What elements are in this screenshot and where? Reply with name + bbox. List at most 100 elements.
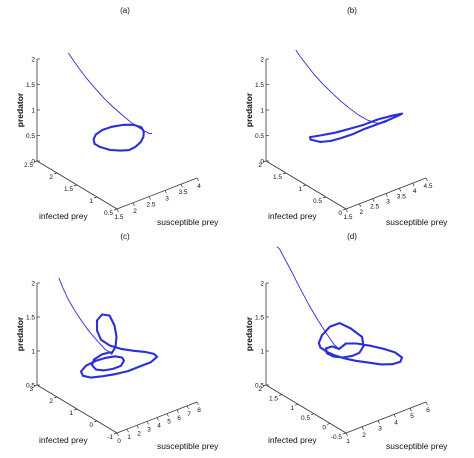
y-tick-label: 0.5 [313, 198, 322, 205]
z-tick-label: 1.5 [255, 315, 264, 322]
x-tick-label: 2 [133, 208, 137, 215]
y-tick-label: 0 [89, 422, 93, 429]
y-tick-mark [113, 432, 118, 435]
z-tick-label: 1.5 [255, 82, 264, 89]
x-tick-label: 4 [394, 419, 398, 426]
axes [36, 59, 198, 210]
x-tick-label: 2 [137, 430, 141, 437]
y-tick-mark [310, 413, 315, 416]
x-tick-label: 2.5 [370, 204, 379, 211]
x-tick-mark [399, 188, 402, 192]
transient-trajectory-line [295, 49, 392, 124]
y-tick-mark [113, 208, 118, 211]
y-tick-mark [342, 208, 347, 211]
x-tick-mark [166, 413, 169, 417]
x-tick-label: 4 [197, 183, 201, 190]
y-tick-label: -0.5 [331, 434, 343, 441]
x-tick-label: 2.5 [146, 202, 155, 209]
plot-area: 1.522.533.544.500.511.5200.511.52suscept… [244, 49, 448, 227]
y-tick-label: 2 [49, 398, 53, 405]
y-tick-label: 1 [290, 405, 294, 412]
x-tick-label: 4 [157, 423, 161, 430]
y-tick-mark [262, 384, 267, 387]
x-tick-mark [136, 425, 139, 429]
x-tick-label: 5 [167, 419, 171, 426]
z-tick-label: 2 [260, 57, 264, 64]
x-tick-mark [345, 432, 348, 437]
y-tick-mark [282, 172, 287, 175]
z-tick-label: 0.5 [26, 133, 35, 140]
x-tick-label: 2 [360, 209, 364, 216]
x-axis-label: susceptible prey [386, 217, 448, 227]
y-tick-mark [262, 160, 267, 163]
attractor-trajectory-line [92, 123, 145, 152]
x-tick-mark [372, 198, 375, 202]
y-tick-label: 3 [29, 386, 33, 393]
x-tick-label: 5 [410, 413, 414, 420]
y-tick-mark [73, 408, 78, 411]
y-tick-mark [326, 423, 331, 425]
y-tick-label: 1 [69, 410, 73, 417]
x-tick-mark [361, 426, 364, 430]
x-tick-mark [412, 183, 415, 187]
z-axis-label: predator [15, 92, 25, 127]
z-axis-label: predator [244, 316, 254, 351]
x-tick-label: 3 [386, 199, 390, 206]
axes [265, 59, 427, 210]
x-tick-mark [359, 203, 362, 207]
z-tick-label: 1 [260, 108, 264, 115]
panel-title: (d) [347, 232, 357, 241]
y-axis-label: infected prey [268, 435, 317, 445]
x-tick-label: 2 [362, 432, 366, 439]
x-axis-line [345, 401, 427, 434]
y-tick-label: 0 [322, 424, 326, 431]
x-tick-mark [385, 193, 388, 197]
y-tick-mark [53, 172, 58, 175]
panel-a: 1.522.533.540.511.522.500.511.52suscepti… [15, 6, 219, 227]
x-tick-mark [345, 208, 348, 213]
x-tick-mark [377, 420, 380, 424]
x-tick-mark [186, 405, 189, 410]
x-tick-mark [116, 208, 119, 213]
x-tick-label: 6 [426, 407, 430, 414]
z-tick-label: 1 [31, 108, 35, 115]
z-tick-label: 1.5 [26, 82, 35, 89]
x-tick-mark [196, 401, 199, 406]
x-tick-label: 3 [147, 426, 151, 433]
y-tick-mark [302, 184, 307, 187]
z-tick-label: 2 [260, 281, 264, 288]
x-tick-label: 3 [165, 195, 169, 202]
x-tick-label: 1 [127, 434, 131, 441]
transient-trajectory-line [58, 277, 112, 355]
z-tick-label: 1 [31, 349, 35, 356]
x-tick-mark [425, 177, 428, 182]
y-axis-label: infected prey [268, 211, 317, 221]
x-tick-mark [409, 408, 412, 412]
panel-title: (a) [120, 6, 130, 15]
y-tick-label: 2.5 [24, 162, 33, 169]
x-axis-label: susceptible prey [157, 441, 219, 451]
x-tick-label: 6 [177, 415, 181, 422]
z-tick-label: 0.5 [26, 383, 35, 390]
attractor-trajectory-line [308, 112, 404, 143]
x-tick-mark [126, 428, 129, 433]
attractor-trajectory-line [79, 313, 159, 379]
x-tick-mark [156, 417, 159, 421]
y-tick-label: 1.5 [273, 174, 282, 181]
y-tick-mark [73, 184, 78, 187]
z-axis-label: predator [244, 92, 254, 127]
panel-title: (b) [347, 6, 357, 15]
y-tick-mark [33, 160, 38, 163]
plot-area: 1.522.533.540.511.522.500.511.52suscepti… [15, 52, 219, 227]
y-axis-label: infected prey [39, 211, 88, 221]
x-tick-mark [176, 409, 179, 413]
y-tick-mark [278, 394, 283, 396]
y-tick-mark [322, 196, 327, 199]
x-tick-label: 3 [378, 426, 382, 433]
y-tick-label: 0 [338, 210, 342, 217]
transient-trajectory-line [276, 246, 340, 350]
z-axis-label: predator [15, 316, 25, 351]
y-axis-line [265, 384, 347, 434]
